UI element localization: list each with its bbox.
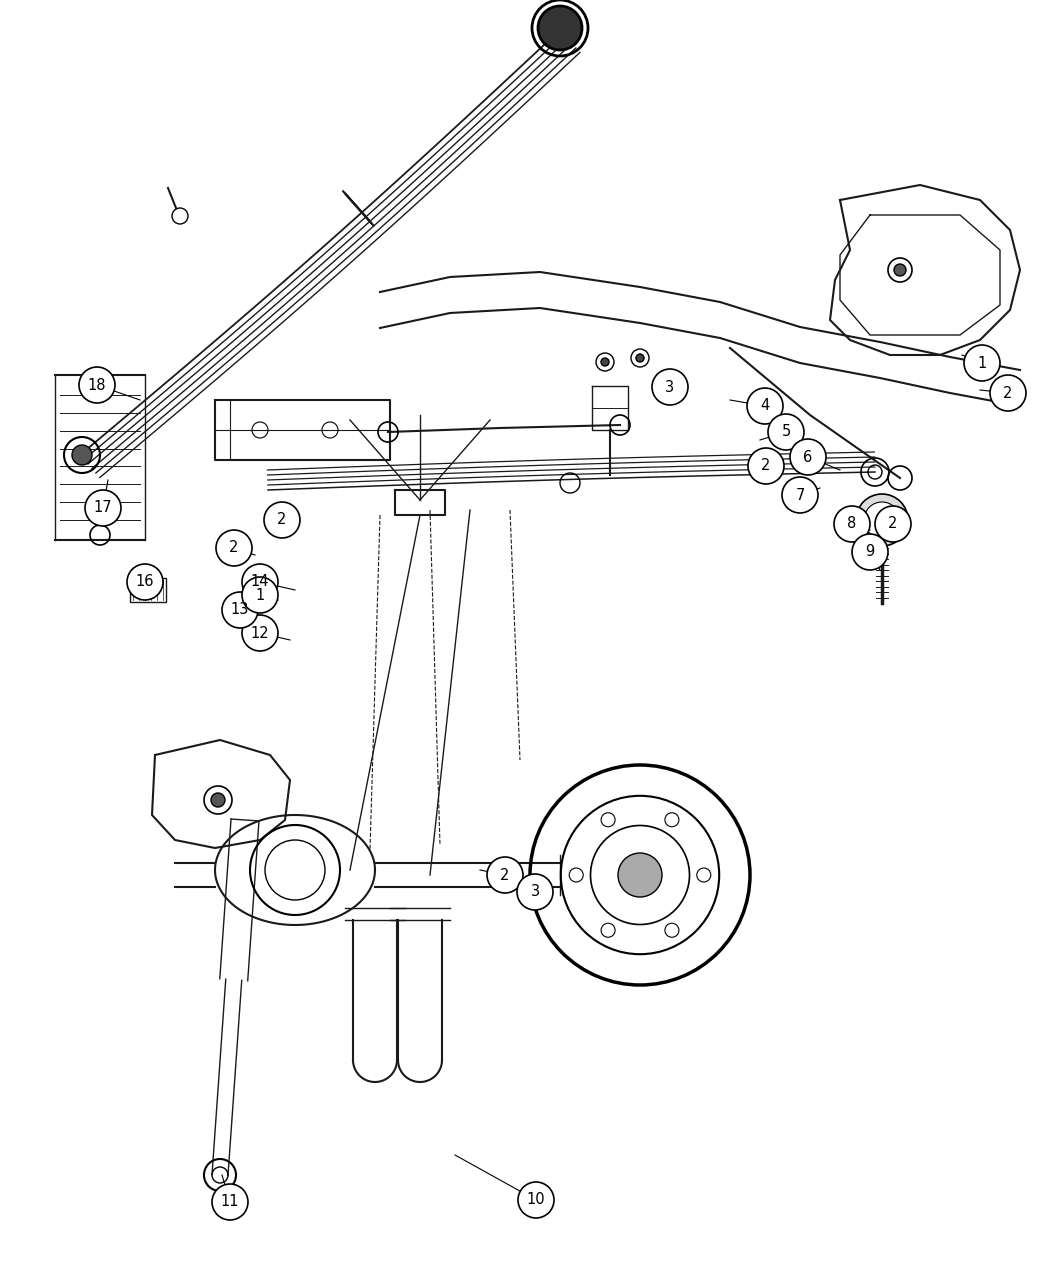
Text: 3: 3	[530, 885, 540, 899]
Text: 11: 11	[220, 1195, 239, 1210]
Circle shape	[242, 615, 278, 652]
Text: 9: 9	[865, 544, 875, 560]
Circle shape	[216, 530, 252, 566]
Circle shape	[211, 793, 225, 807]
Text: 12: 12	[251, 626, 269, 640]
Text: 8: 8	[847, 516, 857, 532]
Text: 2: 2	[1004, 385, 1012, 400]
Text: 7: 7	[795, 487, 804, 502]
Circle shape	[964, 346, 1000, 381]
Text: 2: 2	[761, 459, 771, 473]
Text: 3: 3	[666, 380, 674, 394]
Circle shape	[618, 853, 662, 898]
Text: 18: 18	[88, 377, 106, 393]
Circle shape	[894, 264, 906, 275]
Text: 2: 2	[500, 867, 509, 882]
Circle shape	[518, 1182, 554, 1218]
Text: 10: 10	[527, 1192, 545, 1207]
Text: 13: 13	[231, 603, 249, 617]
Circle shape	[782, 477, 818, 513]
Text: 1: 1	[255, 588, 265, 603]
Text: 2: 2	[277, 513, 287, 528]
Text: 16: 16	[135, 575, 154, 589]
Circle shape	[601, 358, 609, 366]
Circle shape	[264, 502, 300, 538]
Circle shape	[538, 6, 582, 50]
Circle shape	[864, 502, 900, 538]
Text: 6: 6	[803, 450, 813, 464]
Text: 5: 5	[781, 425, 791, 440]
Text: 4: 4	[760, 399, 770, 413]
Circle shape	[652, 368, 688, 405]
Circle shape	[748, 448, 784, 484]
Text: 1: 1	[978, 356, 987, 371]
Circle shape	[990, 375, 1026, 411]
Circle shape	[790, 439, 826, 476]
Circle shape	[222, 592, 258, 629]
Circle shape	[517, 873, 553, 910]
Text: 2: 2	[229, 541, 238, 556]
Circle shape	[212, 1184, 248, 1220]
Circle shape	[79, 367, 116, 403]
Circle shape	[72, 445, 92, 465]
Text: 14: 14	[251, 575, 269, 589]
Circle shape	[856, 493, 908, 546]
Circle shape	[852, 534, 888, 570]
Circle shape	[85, 490, 121, 527]
Circle shape	[127, 564, 163, 601]
Circle shape	[747, 388, 783, 425]
Circle shape	[242, 578, 278, 613]
Text: 2: 2	[888, 516, 898, 532]
Circle shape	[768, 414, 804, 450]
Circle shape	[636, 354, 644, 362]
Circle shape	[487, 857, 523, 892]
Circle shape	[242, 564, 278, 601]
Circle shape	[875, 506, 911, 542]
Circle shape	[834, 506, 870, 542]
Text: 17: 17	[93, 501, 112, 515]
